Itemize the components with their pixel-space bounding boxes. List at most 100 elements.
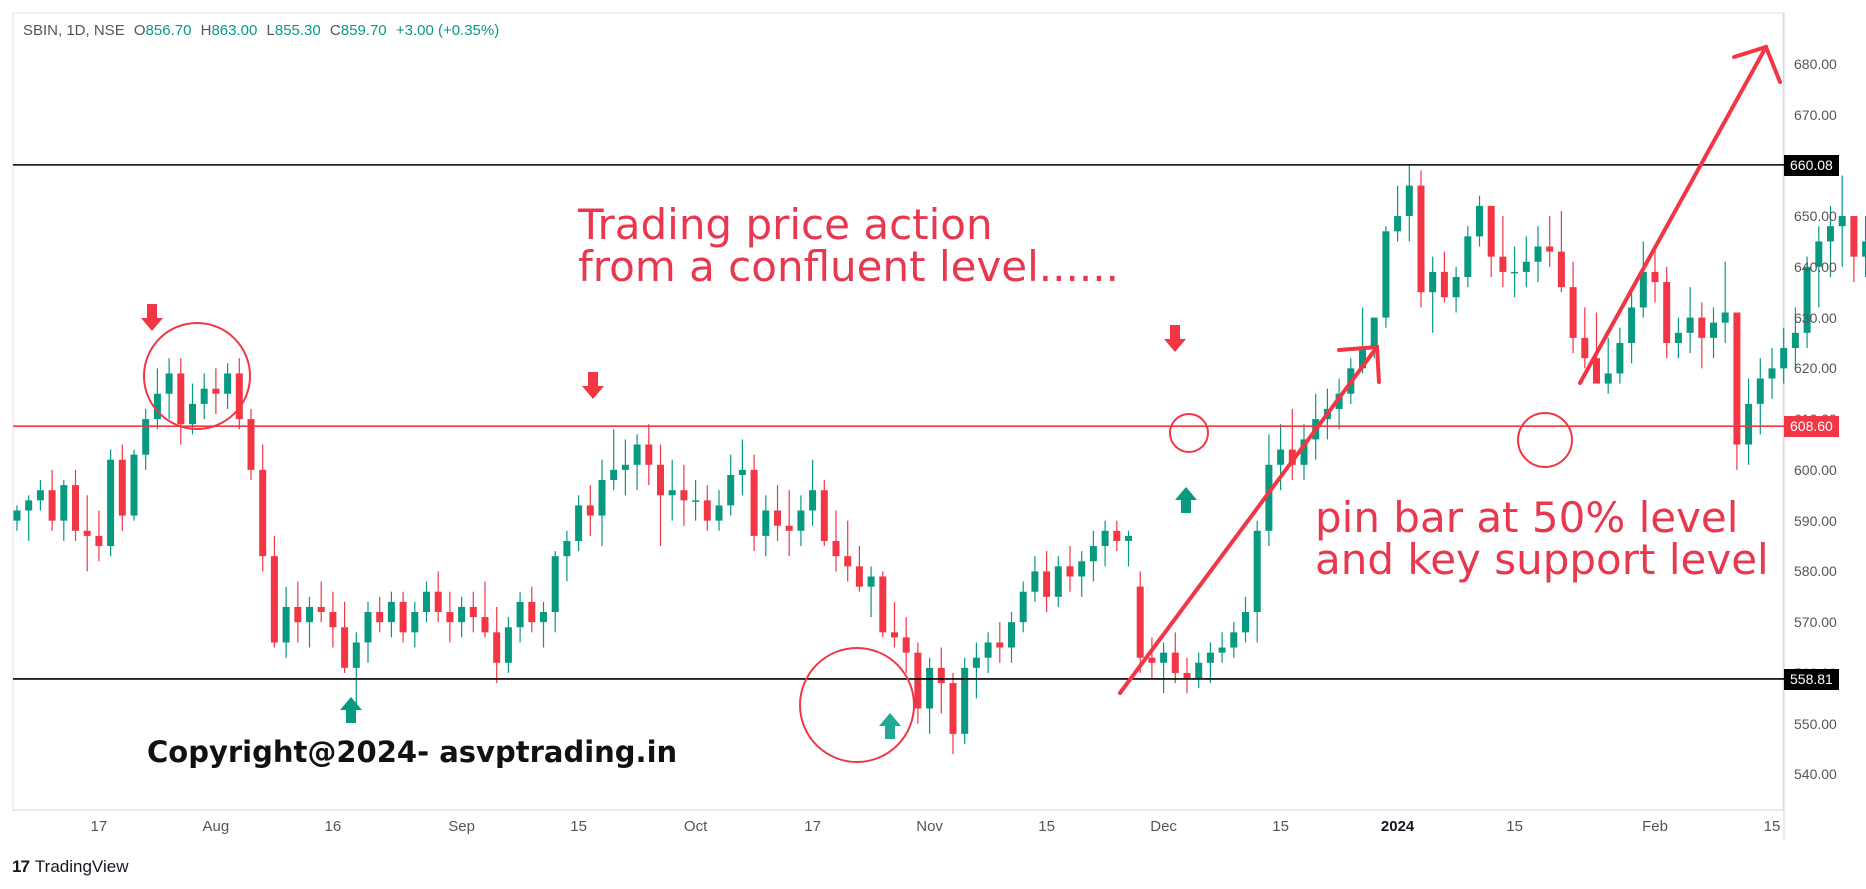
candle — [1054, 556, 1062, 607]
candle — [1019, 581, 1027, 633]
candle-body — [493, 632, 501, 663]
candle-body — [1101, 530, 1109, 547]
candle-body — [1557, 251, 1565, 288]
candle — [1721, 261, 1729, 343]
candle-body — [879, 576, 887, 633]
up-arrow-icon[interactable] — [340, 697, 362, 723]
candle — [1698, 302, 1706, 369]
candle-body — [1499, 256, 1507, 272]
time-tick-label: 17 — [804, 818, 821, 835]
candle — [879, 571, 887, 638]
candle-body — [1768, 368, 1776, 379]
candle-body — [774, 510, 781, 526]
candle — [118, 444, 126, 531]
candle-body — [399, 601, 407, 633]
highlight-circle[interactable] — [799, 647, 915, 763]
symbol-label[interactable]: SBIN, 1D, NSE — [23, 22, 125, 39]
candle — [224, 363, 232, 409]
candle-body — [715, 505, 723, 521]
candle — [341, 601, 349, 673]
candle-body — [996, 642, 1004, 648]
candle-body — [1522, 261, 1530, 272]
candle — [738, 439, 746, 496]
candle-body — [1183, 672, 1191, 679]
candle-body — [1464, 236, 1472, 277]
candle-body — [25, 500, 33, 511]
tradingview-logo[interactable]: 17 TradingView — [12, 857, 128, 877]
down-arrow-icon[interactable] — [1164, 325, 1186, 352]
candle — [1113, 520, 1121, 552]
candle-body — [1253, 530, 1261, 613]
candle — [1359, 307, 1366, 374]
candle — [317, 581, 325, 623]
up-arrow-icon[interactable] — [1175, 487, 1197, 513]
candle-body — [1359, 348, 1366, 369]
candle — [809, 459, 817, 526]
candle — [1546, 216, 1554, 267]
candle — [1429, 256, 1437, 333]
candle-body — [937, 667, 945, 684]
candle-body — [1862, 241, 1866, 257]
open-label: O — [133, 22, 146, 39]
candle — [60, 480, 68, 541]
annotation-pin-bar[interactable]: pin bar at 50% level and key support lev… — [1315, 497, 1769, 581]
candle-body — [1686, 317, 1694, 333]
candle-body — [668, 490, 676, 496]
candle-body — [259, 469, 267, 557]
candle-body — [820, 490, 828, 541]
candle — [1745, 378, 1753, 465]
candle — [212, 368, 220, 415]
candle — [1663, 266, 1671, 359]
candle-body — [1265, 464, 1273, 531]
price-tick-label: 590.00 — [1794, 512, 1837, 529]
candle — [1710, 307, 1717, 359]
candle — [1639, 241, 1647, 318]
candle-body — [118, 459, 126, 516]
trend-arrow[interactable] — [1578, 44, 1782, 385]
candle — [1733, 312, 1741, 470]
candle — [504, 617, 512, 673]
highlight-circle[interactable] — [143, 322, 251, 430]
highlight-circle[interactable] — [1169, 413, 1209, 453]
candle-body — [1300, 439, 1308, 465]
candle-body — [13, 510, 21, 521]
candle — [259, 444, 267, 572]
candle-body — [1277, 449, 1285, 465]
candle — [551, 551, 559, 633]
tradingview-logo-icon: 17 — [12, 857, 30, 876]
close-label: C — [329, 22, 341, 39]
candle-body — [95, 535, 103, 547]
candle-body — [1581, 337, 1589, 359]
candle — [797, 495, 805, 547]
candle — [434, 571, 442, 623]
candle-body — [1043, 571, 1051, 597]
candle-body — [750, 469, 758, 536]
copyright-text[interactable]: Copyright@2024- asvptrading.in — [147, 735, 678, 769]
candle — [1253, 520, 1261, 643]
candle-body — [1089, 546, 1097, 562]
highlight-circle[interactable] — [1517, 412, 1573, 468]
candle-body — [610, 469, 618, 481]
candle-body — [364, 612, 372, 643]
trend-arrow[interactable] — [1118, 344, 1381, 695]
candle-body — [657, 464, 664, 496]
candle-body — [785, 525, 793, 531]
down-arrow-icon[interactable] — [582, 372, 604, 399]
level-price-tag: 608.60 — [1784, 416, 1839, 438]
candle-body — [1078, 561, 1086, 577]
candle-body — [914, 652, 922, 709]
candle — [247, 408, 255, 481]
annotation-title[interactable]: Trading price action from a confluent le… — [578, 204, 1119, 288]
candle-body — [575, 505, 583, 541]
candle — [411, 601, 419, 648]
candle — [235, 358, 243, 430]
candle — [1078, 551, 1086, 597]
candle — [832, 510, 840, 572]
candle — [1850, 216, 1858, 283]
candle-body — [692, 500, 700, 502]
candle — [703, 485, 711, 531]
up-arrow-icon[interactable] — [879, 713, 901, 739]
down-arrow-icon[interactable] — [141, 304, 163, 331]
candle-body — [1838, 216, 1846, 227]
